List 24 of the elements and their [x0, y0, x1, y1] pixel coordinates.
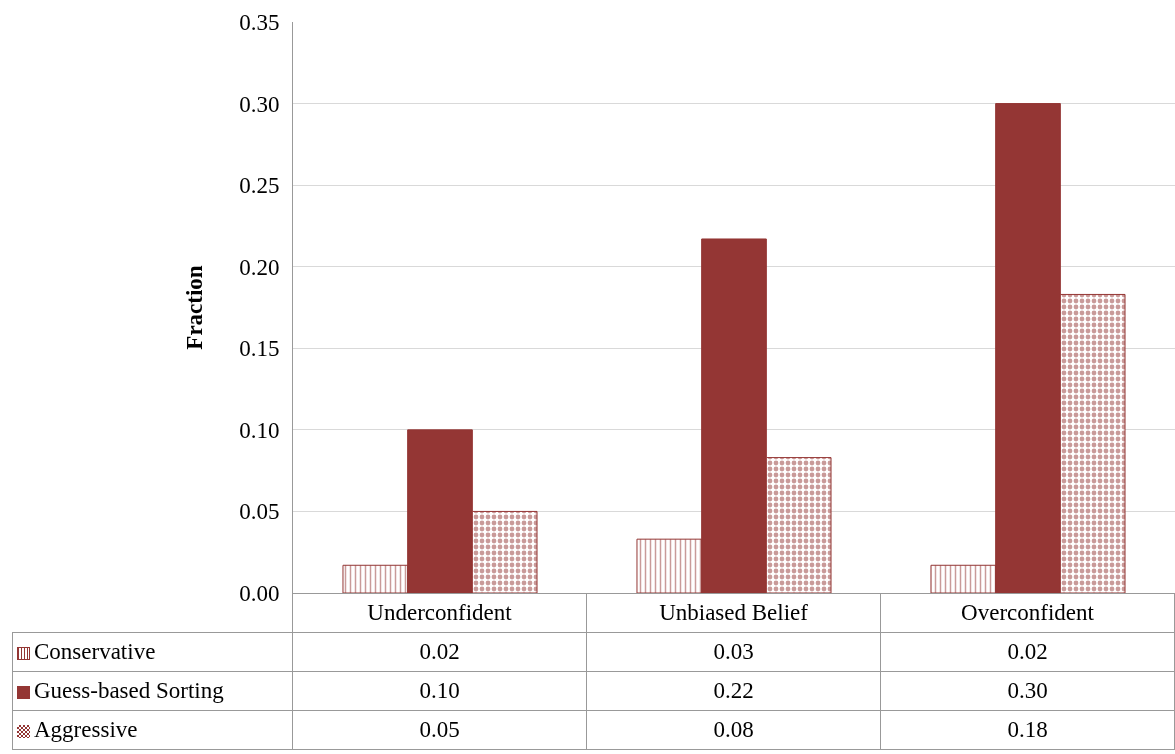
y-tick-label: 0.15	[239, 336, 280, 362]
data-label: 0.18	[880, 710, 1175, 750]
y-tick-label: 0.25	[239, 173, 280, 199]
data-label: 0.08	[586, 710, 881, 750]
y-tick-label: 0.00	[239, 581, 280, 607]
x-tick-label: Underconfident	[292, 593, 587, 633]
y-tick-label: 0.10	[239, 417, 280, 443]
data-label: 0.03	[586, 632, 881, 672]
legend-label: Guess-based Sorting	[12, 671, 293, 711]
y-tick-label: 0.05	[239, 499, 280, 525]
legend-label: Conservative	[12, 632, 293, 672]
y-tick-label: 0.35	[239, 10, 280, 36]
x-tick-label: Overconfident	[880, 593, 1175, 633]
x-tick-label: Unbiased Belief	[586, 593, 881, 633]
data-label: 0.10	[292, 671, 587, 711]
data-label: 0.02	[292, 632, 587, 672]
y-axis-title: Fraction	[181, 265, 207, 350]
legend-label: Aggressive	[12, 710, 293, 750]
y-tick-label: 0.30	[239, 91, 280, 117]
data-label: 0.05	[292, 710, 587, 750]
y-tick-label: 0.20	[239, 254, 280, 280]
data-label: 0.02	[880, 632, 1175, 672]
data-label: 0.22	[586, 671, 881, 711]
data-label: 0.30	[880, 671, 1175, 711]
